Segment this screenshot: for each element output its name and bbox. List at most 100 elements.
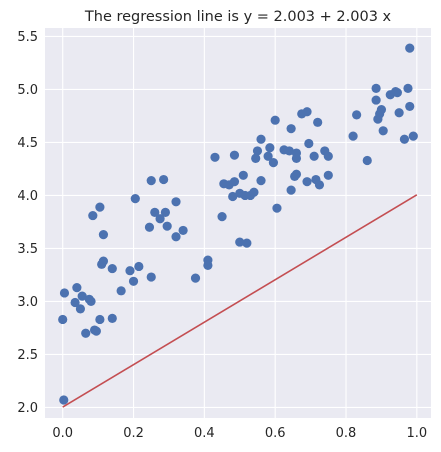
data-point [314,180,325,190]
data-point [178,225,188,236]
y-tick-label: 3.0 [17,295,38,310]
data-point [286,185,296,195]
data-point [77,291,87,301]
x-tick-label: 0.8 [336,426,357,441]
data-point [256,134,266,144]
data-point [116,286,126,296]
data-point [323,170,333,180]
data-point [88,210,98,221]
data-point [371,83,381,94]
data-point [229,177,240,187]
data-point [217,212,227,222]
regression-line-group [62,194,418,408]
data-point [376,105,387,115]
data-points [58,43,418,405]
data-point [107,263,117,274]
data-point [235,237,245,247]
data-point [70,297,80,308]
data-point [270,115,280,125]
data-point [284,146,294,156]
data-point [352,110,362,120]
data-point [171,197,181,207]
data-point [304,138,314,149]
y-tick-label: 5.5 [17,30,38,45]
data-point [256,176,266,186]
y-tick-labels: 2.0 2.5 3.0 3.5 4.0 4.5 5.0 5.5 [17,30,38,416]
data-point [86,296,96,307]
data-point [251,153,261,163]
data-point [286,124,296,134]
data-point [210,152,220,162]
chart-title: The regression line is y = 2.003 + 2.003… [84,9,392,25]
data-point [95,202,105,212]
data-point [394,108,404,118]
data-point [348,131,358,141]
y-tick-label: 5.0 [17,83,38,98]
data-point [107,313,117,323]
data-point [75,304,86,314]
data-point [125,266,135,276]
data-point [313,117,323,127]
data-point [403,83,413,94]
data-point [59,395,69,405]
data-point [130,194,140,204]
data-point [128,276,139,286]
data-point [302,177,312,187]
data-point [160,207,171,218]
data-point [159,174,169,185]
y-tick-label: 2.5 [17,348,38,363]
data-point [95,314,105,325]
y-tick-label: 4.0 [17,189,38,204]
x-tick-label: 0.0 [52,426,73,441]
data-point [72,283,82,293]
data-point [263,151,273,161]
data-point [98,256,109,266]
data-point [399,134,410,144]
data-point [371,95,381,105]
x-tick-label: 0.6 [265,426,286,441]
data-point [362,155,372,166]
x-tick-label: 1.0 [406,426,427,441]
y-tick-label: 3.5 [17,242,38,257]
data-point [81,328,91,338]
data-point [162,221,172,231]
x-tick-label: 0.4 [194,426,215,441]
data-point [392,88,402,98]
plot-background [45,28,431,418]
data-point [59,288,70,298]
regression-line [62,194,418,408]
data-point [268,157,279,168]
data-point [291,169,302,179]
data-point [405,43,415,53]
data-point [155,214,165,224]
data-point [150,207,160,218]
y-tick-label: 4.5 [17,136,38,151]
data-point [242,238,252,248]
data-point [272,203,282,213]
data-point [203,255,213,265]
x-tick-labels: 0.0 0.2 0.4 0.6 0.8 1.0 [52,426,427,441]
data-point [228,191,238,202]
data-point [171,232,181,242]
y-tick-label: 2.0 [17,401,38,416]
data-point [190,273,201,283]
data-point [144,222,155,232]
data-point [302,107,312,117]
data-point [291,148,302,158]
data-point [405,101,415,112]
data-point [229,150,240,160]
data-point [378,126,388,136]
data-point [309,151,319,161]
data-point [323,151,333,161]
data-point [238,170,248,180]
data-point [91,326,101,336]
x-tick-label: 0.2 [123,426,144,441]
data-point [146,176,156,186]
data-point [265,143,275,153]
data-point [252,146,263,156]
data-point [134,261,144,272]
data-point [58,314,68,325]
data-point [408,131,418,141]
